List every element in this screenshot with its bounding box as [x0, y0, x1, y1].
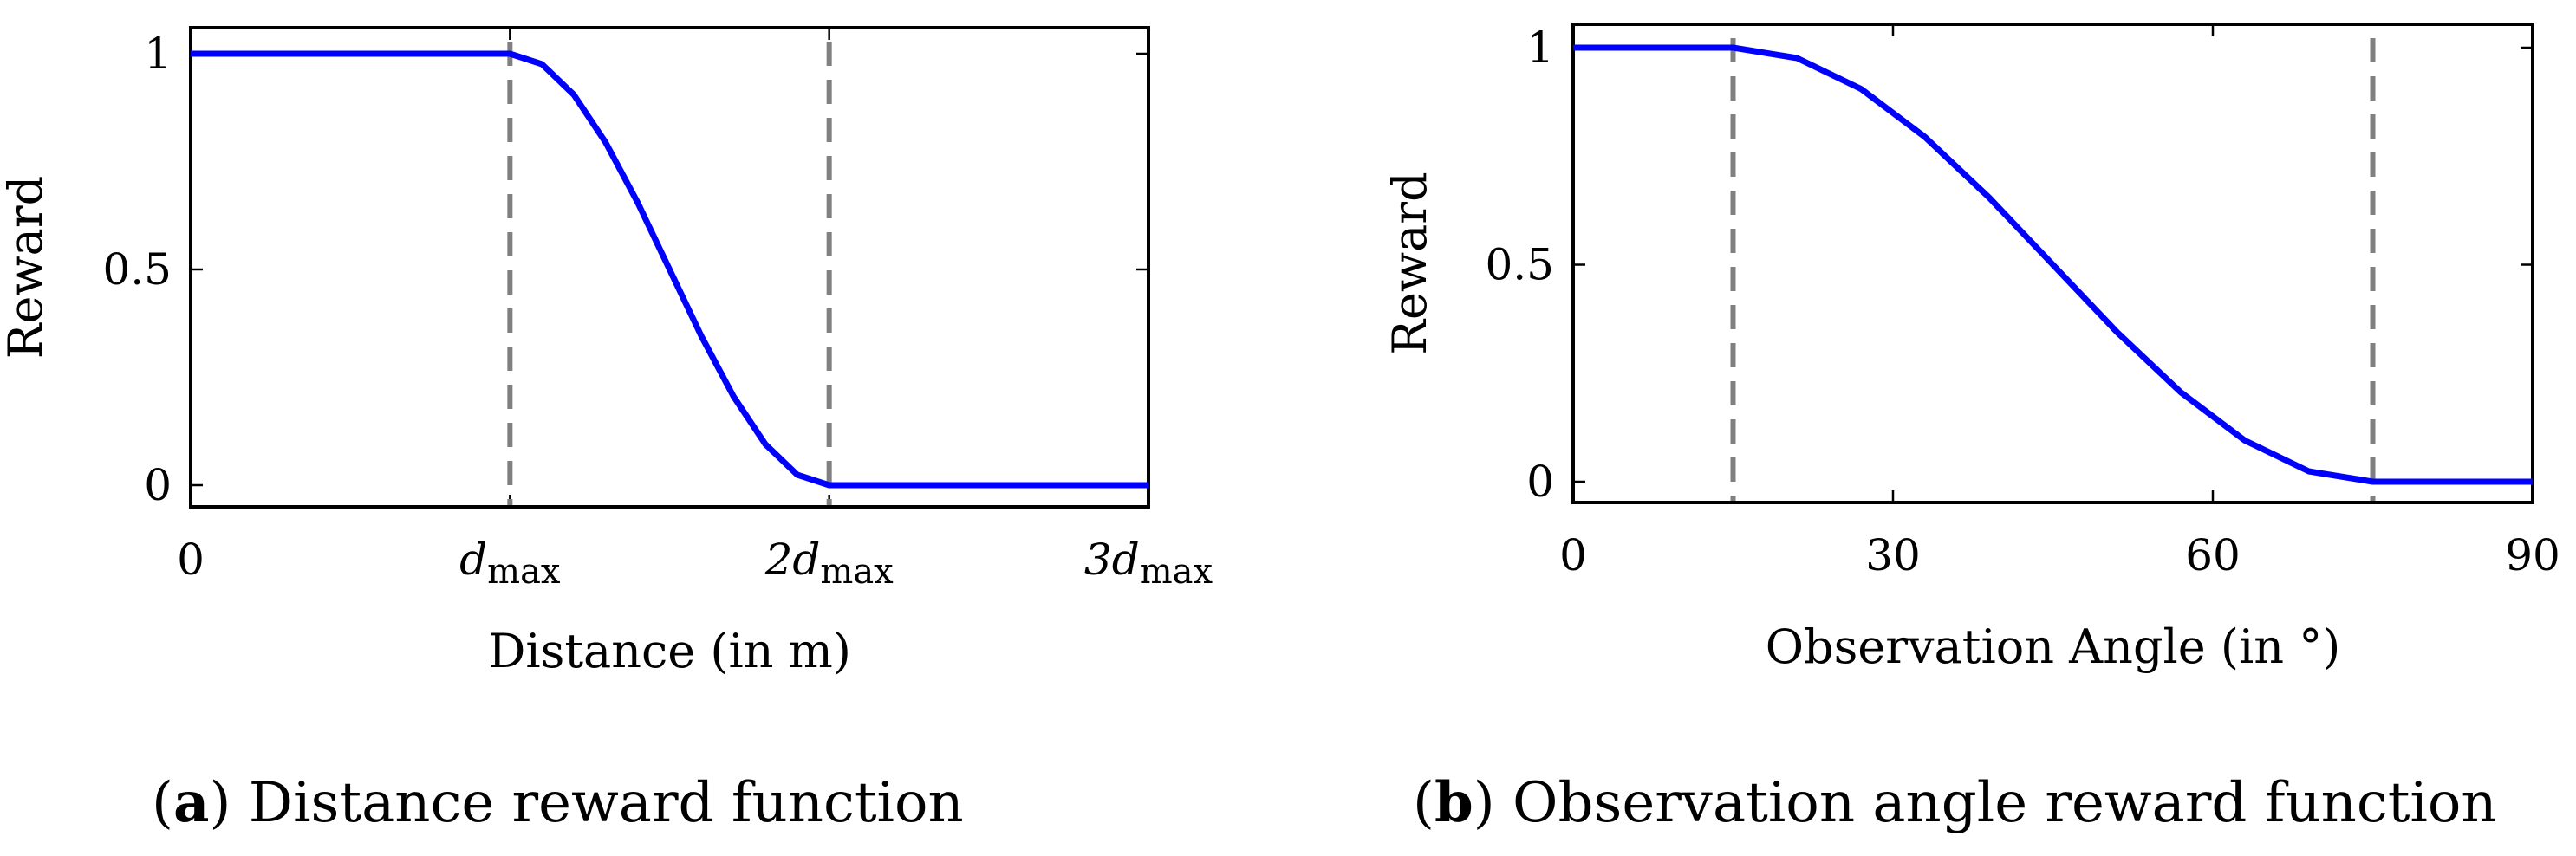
caption-open-paren: (	[1413, 771, 1434, 835]
reward-curve	[191, 50, 1148, 489]
caption-text: Observation angle reward function	[1495, 771, 2497, 835]
caption-panel-letter: b	[1434, 770, 1473, 835]
x-tick-label-subscript: max	[487, 552, 561, 592]
reward-curve	[1573, 44, 2533, 485]
x-tick-label: 3dmax	[1084, 535, 1213, 592]
x-axis-label: Distance (in m)	[488, 624, 851, 678]
y-tick-label: 0	[1526, 457, 1554, 507]
panel-b-angle-chart: 0 0.5 1 0 30 60 90 Observation Angle (in °) Rewa…	[1382, 23, 2560, 835]
x-tick-label: 2dmax	[764, 535, 894, 592]
x-tick-label-base: 0	[1559, 530, 1587, 580]
y-tick-label: 0.5	[102, 244, 172, 295]
panel-caption: (b) Observation angle reward function	[1413, 770, 2497, 835]
x-tick-label-subscript: max	[820, 552, 894, 592]
caption-text: Distance reward function	[231, 771, 963, 835]
x-tick-label-base: 30	[1865, 530, 1921, 580]
caption-open-paren: (	[152, 771, 173, 835]
y-tick-label: 1	[144, 29, 172, 79]
caption-close-paren: )	[209, 771, 231, 835]
y-tick-label: 1	[1526, 23, 1554, 73]
x-tick-label: 0	[177, 535, 205, 585]
plot-frame	[1571, 23, 2534, 504]
x-tick-label: 60	[2185, 530, 2241, 580]
x-tick-label-base: 60	[2185, 530, 2241, 580]
x-tick-label-base: 2d	[764, 535, 821, 585]
y-tick-label: 0.5	[1485, 240, 1554, 290]
y-tick-label: 0	[144, 460, 172, 510]
x-tick-label-base: 90	[2505, 530, 2560, 580]
panel-caption: (a) Distance reward function	[152, 770, 964, 835]
x-tick-label: dmax	[459, 535, 561, 592]
plot-frame	[189, 26, 1150, 509]
caption-panel-letter: a	[173, 770, 209, 835]
x-tick-label-base: 0	[177, 535, 205, 585]
x-tick-label-subscript: max	[1140, 552, 1213, 592]
x-tick-label: 90	[2505, 530, 2560, 580]
x-tick-label-base: d	[459, 535, 487, 585]
x-tick-label-base: 3d	[1084, 535, 1140, 585]
y-axis-label: Reward	[0, 176, 53, 359]
x-tick-label: 30	[1865, 530, 1921, 580]
x-tick-label: 0	[1559, 530, 1587, 580]
y-axis-label: Reward	[1382, 172, 1437, 354]
x-axis-label: Observation Angle (in °)	[1766, 619, 2341, 674]
caption-close-paren: )	[1473, 771, 1495, 835]
